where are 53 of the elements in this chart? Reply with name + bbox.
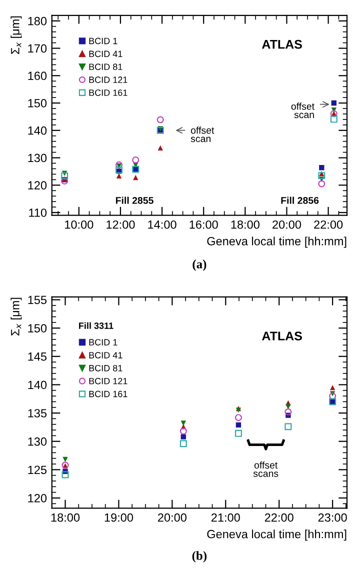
y-tick-label: 140	[28, 126, 47, 135]
x-tick-label: 22:00	[264, 513, 294, 522]
legend-label: BCID 81	[89, 364, 122, 372]
annotation: ATLAS	[262, 332, 302, 340]
y-tick-label: 120	[28, 494, 47, 502]
legend-label: BCID 1	[89, 339, 118, 346]
legend-label: BCID 121	[89, 378, 128, 384]
y-tick-label: 135	[28, 409, 47, 418]
legend-label: BCID 41	[89, 352, 122, 358]
legend-label: BCID 81	[89, 64, 122, 70]
annotation: Fill 2856	[281, 196, 319, 204]
x-tick-label: 12:00	[106, 220, 135, 229]
annotation: Fill 3311	[79, 322, 114, 329]
y-tick-label: 120	[28, 181, 47, 190]
text: (a)	[192, 260, 206, 271]
legend-label: BCID 161	[89, 390, 128, 398]
annotation: offset scan	[291, 102, 314, 118]
x-tick-label: 20:00	[158, 513, 186, 522]
x-tick-label: 16:00	[190, 220, 218, 229]
x-tick-label: 22:00	[314, 220, 343, 229]
text: (b)	[192, 551, 207, 562]
legend-label: BCID 41	[89, 50, 122, 58]
x-tick-label: 14:00	[148, 220, 176, 229]
x-axis-title: Geneva local time [hh:mm]	[207, 236, 346, 248]
annotation: Fill 2855	[116, 196, 154, 204]
y-tick-label: 180	[28, 16, 47, 26]
y-tick-label: 150	[28, 324, 47, 332]
x-tick-label: 18:00	[231, 220, 260, 229]
y-axis-title: Σ$_{x}$ [μm]	[10, 16, 22, 54]
x-tick-label: 21:00	[211, 513, 240, 522]
annotation: offset scan	[190, 126, 214, 142]
x-axis-title: Geneva local time [hh:mm]	[207, 530, 346, 541]
x-tick-label: 23:00	[318, 513, 347, 522]
legend-label: BCID 121	[89, 76, 128, 83]
x-tick-label: 18:00	[51, 513, 80, 522]
legend-label: BCID 161	[89, 89, 128, 96]
y-tick-label: 170	[28, 44, 47, 53]
y-tick-label: 130	[28, 154, 47, 162]
y-tick-label: 125	[28, 466, 47, 474]
y-tick-label: 110	[29, 208, 47, 217]
y-tick-label: 145	[28, 352, 47, 361]
y-tick-label: 160	[28, 72, 47, 80]
legend-label: BCID 1	[89, 38, 118, 44]
y-tick-label: 155	[28, 296, 47, 304]
annotation: ATLAS	[262, 40, 302, 49]
y-tick-label: 150	[28, 99, 47, 108]
y-tick-label: 140	[28, 380, 47, 390]
x-tick-label: 20:00	[272, 220, 302, 229]
annotation: offset scans	[253, 461, 278, 477]
y-axis-title: Σ$_{x}$ [μm]	[10, 298, 22, 336]
x-tick-label: 19:00	[104, 513, 134, 522]
y-tick-label: 130	[28, 437, 47, 446]
x-tick-label: 10:00	[65, 220, 94, 229]
